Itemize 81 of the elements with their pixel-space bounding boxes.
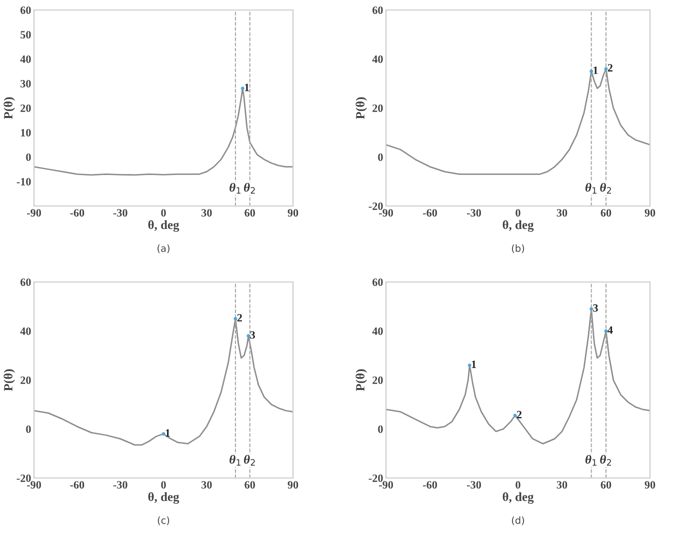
annotation: 1	[166, 429, 170, 437]
y-tick-label: 20	[372, 104, 383, 112]
y-tick-label: 0	[378, 425, 383, 433]
x-tick-label: -30	[467, 481, 481, 489]
x-tick-label: 30	[556, 481, 568, 489]
text: (b)	[512, 244, 524, 254]
y-tick-label: 50	[20, 30, 31, 38]
x-tick-label: -30	[113, 209, 128, 217]
annotation: 2	[237, 314, 242, 322]
ref-line-label: θ$_{1}$	[230, 182, 240, 194]
x-tick-label: 90	[288, 481, 298, 489]
x-tick-label: 30	[202, 209, 212, 217]
x-axis-title: θ, deg	[148, 220, 180, 232]
annotation: 1	[594, 66, 598, 74]
x-tick-label: -30	[113, 481, 128, 489]
y-tick-label: 20	[20, 376, 31, 384]
y-tick-label: 0	[26, 425, 31, 433]
x-tick-label: 0	[161, 481, 166, 489]
x-tick-label: -60	[423, 209, 437, 217]
y-tick-label: 30	[20, 80, 31, 88]
y-tick-label: 60	[20, 6, 31, 14]
x-tick-label: 90	[288, 209, 298, 217]
x-tick-label: -30	[467, 209, 481, 217]
x-tick-label: 60	[244, 209, 255, 217]
x-tick-label: -90	[379, 209, 393, 217]
text: (d)	[512, 516, 524, 526]
y-tick-label: 40	[20, 327, 31, 335]
annotation: 1	[472, 360, 476, 368]
y-axis-title: P(θ)	[356, 97, 368, 120]
y-tick-label: 40	[20, 55, 31, 63]
x-axis-title: θ, deg	[502, 220, 534, 232]
x-axis-title: θ, deg	[502, 492, 534, 504]
y-tick-label: 20	[20, 104, 31, 112]
annotation: 3	[593, 304, 598, 312]
y-tick-label: -20	[368, 474, 383, 482]
y-tick-label: -20	[368, 202, 383, 210]
ref-line-label: θ$_{1}$	[230, 454, 240, 466]
y-tick-label: 60	[372, 278, 383, 286]
y-tick-label: 40	[372, 327, 383, 335]
x-tick-label: 60	[600, 209, 612, 217]
x-tick-label: -60	[70, 481, 84, 489]
x-tick-label: -60	[70, 209, 84, 217]
annotation: 2	[516, 410, 522, 418]
x-tick-label: 90	[644, 481, 656, 489]
x-tick-label: 90	[644, 209, 656, 217]
x-tick-label: 0	[161, 209, 166, 217]
ref-line-label: θ$_{2}$	[600, 182, 611, 194]
y-tick-label: 40	[372, 55, 383, 63]
y-axis-title: P(θ)	[4, 97, 16, 120]
y-tick-label: 0	[26, 153, 31, 161]
x-tick-label: 30	[556, 209, 568, 217]
x-tick-label: 0	[516, 209, 520, 217]
y-tick-label: 0	[378, 153, 383, 161]
y-tick-label: 60	[372, 6, 383, 14]
ref-line-label: θ$_{2}$	[244, 182, 255, 194]
annotation: 4	[608, 326, 613, 334]
x-tick-label: -90	[379, 481, 393, 489]
ref-line-label: θ$_{2}$	[244, 454, 255, 466]
x-axis-title: θ, deg	[148, 492, 180, 504]
ref-line-label: θ$_{1}$	[585, 454, 596, 466]
y-axis-title: P(θ)	[356, 369, 368, 392]
x-tick-label: 60	[244, 481, 255, 489]
ref-line-label: θ$_{1}$	[585, 182, 596, 194]
text: (c)	[158, 516, 170, 526]
x-tick-label: 60	[600, 481, 612, 489]
y-tick-label: 60	[20, 278, 31, 286]
y-tick-label: 20	[372, 376, 383, 384]
y-axis-title: P(θ)	[4, 369, 16, 392]
y-tick-label: 10	[21, 128, 31, 136]
x-tick-label: -90	[27, 481, 41, 489]
x-tick-label: 30	[202, 481, 212, 489]
x-tick-label: -60	[423, 481, 437, 489]
annotation: 2	[608, 64, 612, 72]
x-tick-label: -90	[27, 209, 41, 217]
text: (a)	[158, 244, 170, 254]
y-tick-label: -20	[16, 474, 31, 482]
y-tick-label: -10	[16, 178, 31, 186]
ref-line-label: θ$_{2}$	[600, 454, 611, 466]
x-tick-label: 0	[516, 481, 520, 489]
annotation: 1	[244, 84, 250, 92]
annotation: 3	[250, 331, 255, 339]
